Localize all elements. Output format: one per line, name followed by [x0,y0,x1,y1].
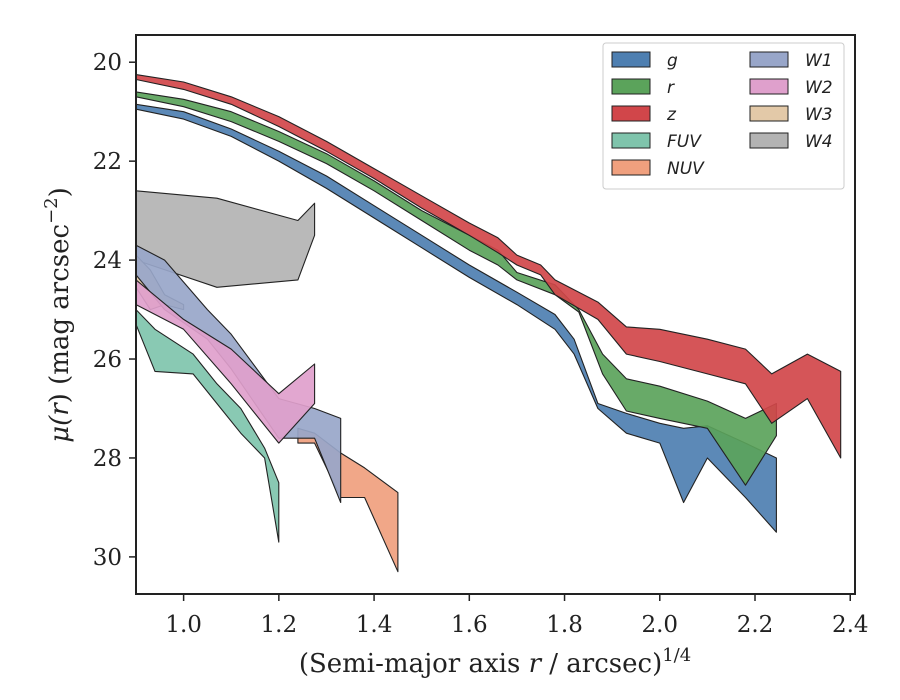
band-g [136,103,777,533]
legend-label-z: z [666,105,677,125]
band-w2 [136,279,316,444]
legend-label-w3: W3 [805,105,833,125]
y-tick-label: 20 [93,50,122,76]
legend-items: grz FUV NUV W1 W2 W3 W4 [611,51,833,179]
legend-label-w1: W1 [805,51,833,71]
x-tick-label: 1.8 [546,612,583,638]
legend-swatch-w3 [749,105,789,122]
y-tick-label: 28 [93,446,122,472]
legend-swatch-fuv [611,132,651,149]
legend-label-fuv: FUV [667,132,702,152]
x-tick-label: 1.6 [451,612,488,638]
x-tick-label: 2.0 [641,612,678,638]
legend-label-nuv: NUV [667,159,705,179]
legend-swatch-w2 [749,78,789,95]
x-tick-label: 2.2 [737,612,774,638]
y-axis-ticks: 20 22 24 26 28 30 [93,50,136,571]
x-axis-ticks: 1.0 1.2 1.4 1.6 1.8 2.0 2.2 2.4 [165,594,869,638]
x-tick-label: 1.4 [356,612,393,638]
band-z [136,74,842,459]
y-axis-label: μ(r) (mag arcsec−2) [41,187,75,443]
legend-swatch-g [611,51,651,68]
y-tick-label: 30 [93,545,122,571]
legend-swatch-nuv [611,159,651,176]
legend-swatch-w1 [749,51,789,68]
legend-swatch-r [611,78,651,95]
y-tick-label: 26 [93,347,122,373]
plot-frame [135,34,856,595]
legend: grz FUV NUV W1 W2 W3 W4 [602,42,845,190]
x-tick-label: 1.0 [165,612,202,638]
legend-label-g: g [667,51,678,71]
x-tick-label: 2.4 [832,612,869,638]
legend-label-w4: W4 [805,132,833,152]
legend-label-w2: W2 [805,78,833,98]
legend-label-r: r [667,78,675,98]
band-fuv [136,309,280,543]
legend-swatch-w4 [749,132,789,149]
y-tick-label: 24 [93,248,122,274]
band-r [136,91,777,486]
x-axis-label: (Semi-major axis r / arcsec)1/4 [299,645,691,679]
x-tick-label: 1.2 [261,612,298,638]
legend-swatch-z [611,105,651,122]
y-tick-label: 22 [93,149,122,175]
profile-bands [136,74,842,573]
